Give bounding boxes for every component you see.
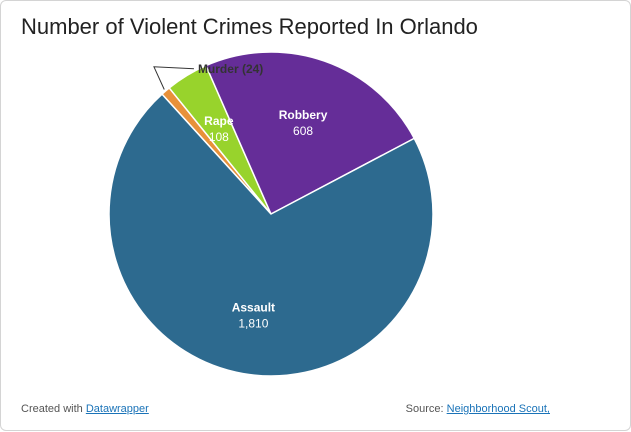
created-with-prefix: Created with [21,403,83,415]
chart-title: Number of Violent Crimes Reported In Orl… [21,14,478,39]
slice-label-rape: Rape [204,114,234,128]
created-with-credit: Created with Datawrapper [21,403,149,415]
source-credit: Source: Neighborhood Scout, [406,403,550,415]
slice-value-assault: 1,810 [238,317,268,331]
source-prefix: Source: [405,403,444,415]
pie-slice-robbery [205,51,416,215]
neighborhood-scout-link[interactable]: Neighborhood Scout, [446,403,550,415]
pie-slice-assault [108,93,434,377]
slice-label-assault: Assault [232,301,275,315]
slice-label-robbery: Robbery [279,108,328,122]
slice-value-robbery: 608 [293,124,313,138]
datawrapper-link[interactable]: Datawrapper [85,403,149,415]
slice-value-rape: 108 [209,130,229,144]
leader-line-murder [153,66,194,90]
slice-label-murder: Murder (24) [198,62,263,76]
